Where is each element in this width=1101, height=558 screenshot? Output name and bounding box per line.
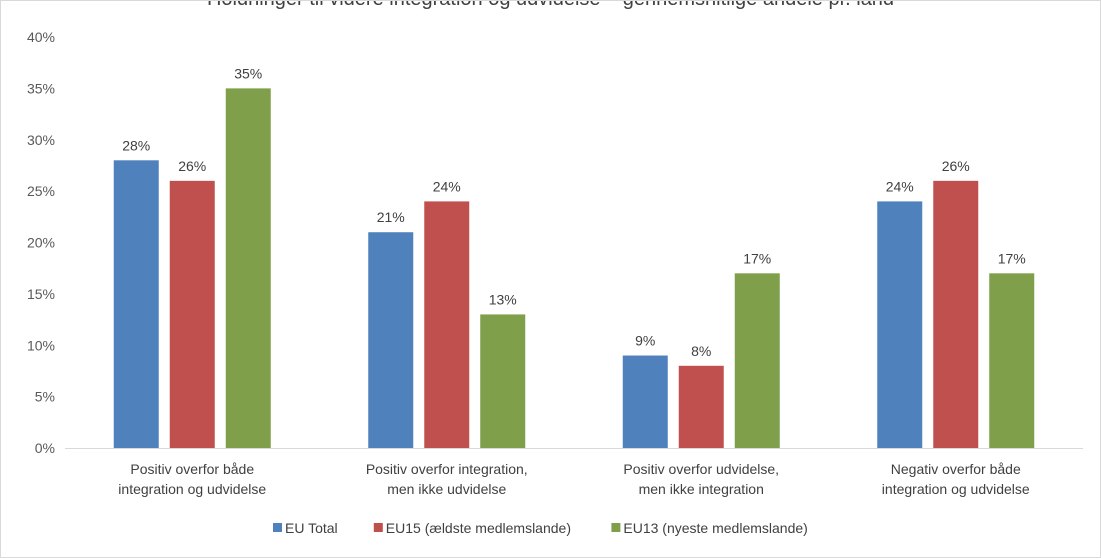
bar [480, 314, 526, 448]
bar [368, 232, 414, 448]
y-tick-label: 25% [27, 183, 55, 199]
bar [225, 88, 271, 448]
category-label: men ikke integration [639, 481, 764, 497]
data-label: 13% [489, 291, 517, 307]
legend-label: EU13 (nyeste medlemslande) [623, 520, 807, 536]
data-label: 21% [377, 209, 405, 225]
bar [678, 365, 724, 448]
data-label: 17% [998, 250, 1026, 266]
bar [424, 201, 470, 448]
category-label: Positiv overfor både [130, 461, 254, 477]
bar [877, 201, 923, 448]
data-label: 24% [433, 178, 461, 194]
data-label: 26% [942, 158, 970, 174]
bar [622, 355, 668, 448]
y-tick-label: 15% [27, 286, 55, 302]
bar [113, 160, 159, 449]
legend-swatch [373, 523, 383, 532]
category-label: men ikke udvidelse [387, 481, 506, 497]
category-label: Positiv overfor udvidelse, [623, 461, 779, 477]
category-label: integration og udvidelse [882, 481, 1030, 497]
legend-swatch [611, 523, 621, 532]
category-label: Negativ overfor både [891, 461, 1021, 477]
data-label: 28% [122, 137, 150, 153]
bar [933, 180, 979, 448]
data-label: 24% [886, 178, 914, 194]
data-label: 35% [234, 65, 262, 81]
data-label: 17% [743, 250, 771, 266]
y-tick-label: 35% [27, 80, 55, 96]
bar [989, 273, 1035, 448]
y-tick-label: 10% [27, 337, 55, 353]
legend-label: EU Total [285, 520, 338, 536]
bar [169, 180, 215, 448]
category-label: Positiv overfor integration, [366, 461, 528, 477]
y-tick-label: 30% [27, 132, 55, 148]
y-tick-label: 20% [27, 235, 55, 251]
bar [734, 273, 780, 448]
data-label: 9% [635, 333, 655, 349]
data-label: 8% [691, 343, 711, 359]
chart-title: Holdninger til videre integration og udv… [1, 1, 1100, 11]
legend-label: EU15 (ældste medlemslande) [386, 520, 571, 536]
data-label: 26% [178, 158, 206, 174]
y-tick-label: 0% [35, 440, 55, 456]
category-label: integration og udvidelse [118, 481, 266, 497]
legend-swatch [273, 523, 282, 532]
y-tick-label: 5% [35, 389, 55, 405]
y-tick-label: 40% [27, 29, 55, 45]
